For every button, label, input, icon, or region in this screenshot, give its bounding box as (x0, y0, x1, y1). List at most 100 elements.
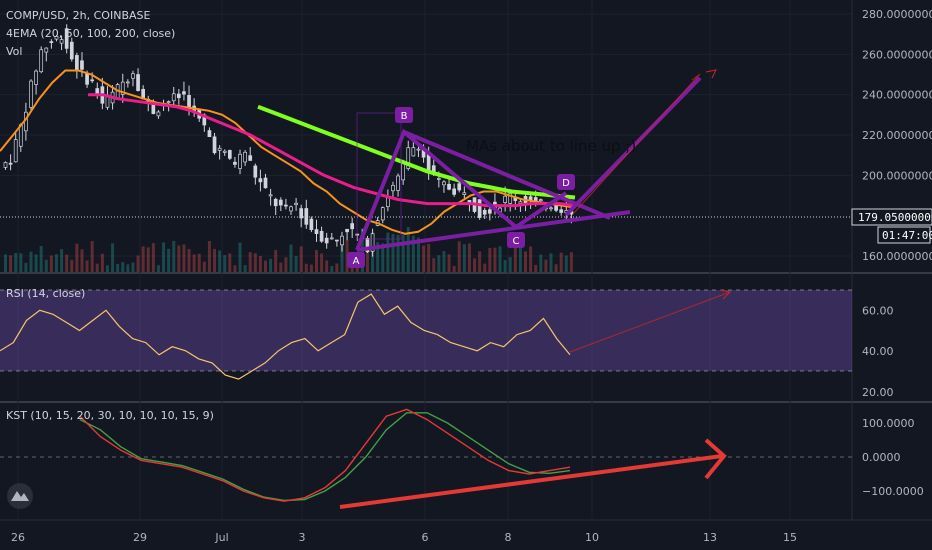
volume-bar (136, 255, 140, 272)
kst-legend[interactable]: KST (10, 15, 20, 30, 10, 10, 10, 15, 9) (6, 409, 214, 422)
volume-bar (539, 254, 543, 272)
candle-body (391, 185, 395, 192)
candle-body (482, 209, 487, 215)
volume-bar (9, 255, 13, 272)
candle-body (309, 218, 314, 230)
candle-body (182, 91, 186, 95)
volume-bar (320, 253, 324, 272)
candle-body (319, 230, 324, 242)
countdown-tag[interactable] (877, 226, 931, 244)
point-b-marker[interactable] (395, 107, 413, 123)
volume-bar (248, 252, 252, 272)
volume-bar (544, 259, 548, 272)
volume-bar (513, 241, 517, 272)
volume-bar (70, 259, 74, 272)
candle-body (44, 47, 49, 53)
time-axis[interactable]: 26 29 Jul 3 6 8 10 13 15 (11, 531, 797, 544)
volume-bar (391, 233, 395, 272)
point-c-label: C (513, 236, 520, 247)
candle-body (217, 147, 222, 151)
price-pane[interactable] (0, 0, 852, 272)
volume-bar (19, 253, 23, 272)
volume-bar (340, 241, 344, 272)
candle-body (370, 233, 375, 252)
candle-body (294, 202, 298, 206)
volume-bar (105, 265, 109, 272)
candle-body (49, 41, 54, 43)
volume-bar (223, 255, 227, 272)
volume-bar (4, 254, 7, 272)
volume-bar (483, 263, 487, 272)
volume-bar (416, 237, 420, 272)
volume-bar (274, 249, 278, 272)
volume-bar (534, 264, 538, 272)
volume-bar (406, 227, 410, 272)
candle-body (554, 205, 558, 211)
point-a-marker[interactable] (347, 252, 365, 268)
kst-divergence-arrowhead (704, 438, 727, 480)
price-axis[interactable]: 280.00000000 260.00000000 240.00000000 220.… (862, 8, 932, 498)
volume-bar (146, 247, 150, 272)
candle-body (340, 235, 344, 246)
candle-body (243, 151, 247, 163)
volume-legend[interactable]: Vol (6, 45, 22, 58)
volume-bar (156, 265, 160, 272)
candle-body (176, 93, 181, 99)
volume-bar (473, 258, 477, 272)
volume-bar (314, 250, 318, 272)
time-tick-label: 13 (703, 531, 717, 544)
volume-bar (218, 250, 222, 272)
chart-title[interactable]: COMP/USD, 2h, COINBASE (6, 9, 150, 22)
volume-bar (376, 242, 380, 272)
last-price-tag[interactable] (851, 208, 932, 226)
annotation-note[interactable]: MAs about to line up ;) (466, 137, 636, 155)
candle-body (324, 237, 329, 244)
volume-bar (54, 254, 58, 272)
volume-bar (401, 235, 405, 272)
point-c-marker[interactable] (507, 232, 525, 248)
last-price-value: 179.05000000 (858, 211, 932, 224)
candle-body (8, 162, 13, 165)
pattern-drawing[interactable]: A B C D MAs about to line up ;) (347, 69, 717, 268)
volume-bar (396, 234, 400, 272)
time-tick-label: 15 (783, 531, 797, 544)
candle-body (416, 148, 421, 151)
volume-bar (192, 254, 196, 272)
rsi-projection-arrow (569, 291, 731, 353)
countdown-value: 01:47:00 (882, 229, 932, 242)
volume-bar (14, 253, 18, 272)
volume-bar (284, 257, 288, 272)
candle-body (533, 197, 538, 201)
volume-bar (304, 263, 308, 272)
rsi-tick-label: 20.00 (862, 386, 894, 399)
volume-bar (141, 246, 145, 272)
volume-bar (325, 260, 329, 272)
point-d-marker[interactable] (557, 174, 575, 190)
candle-body (69, 41, 74, 60)
candle-body (120, 81, 125, 95)
candle-body (222, 150, 227, 153)
time-tick-label: 6 (422, 531, 429, 544)
volume-bar (233, 265, 237, 272)
time-tick-label: 29 (133, 531, 147, 544)
volume-bar (131, 262, 135, 272)
candle-body (227, 150, 232, 159)
volume-bar (457, 241, 461, 272)
breakout-arrow (564, 76, 702, 217)
volume-bar (488, 247, 492, 272)
volume-bar (427, 243, 431, 272)
candle-body (350, 223, 355, 230)
rsi-legend[interactable]: RSI (14, close) (6, 287, 85, 300)
kst-tick-label: 0.0000 (862, 451, 901, 464)
point-d-label: D (562, 178, 570, 189)
volume-bar (442, 251, 446, 272)
kst-divergence-arrow (339, 454, 723, 509)
ema-legend[interactable]: 4EMA (20, 50, 100, 200, close) (6, 27, 175, 40)
volume-bar (467, 243, 471, 272)
candle-body (64, 28, 69, 49)
candle-body (207, 130, 212, 138)
candle-body (75, 55, 79, 72)
candle-body (462, 192, 467, 195)
